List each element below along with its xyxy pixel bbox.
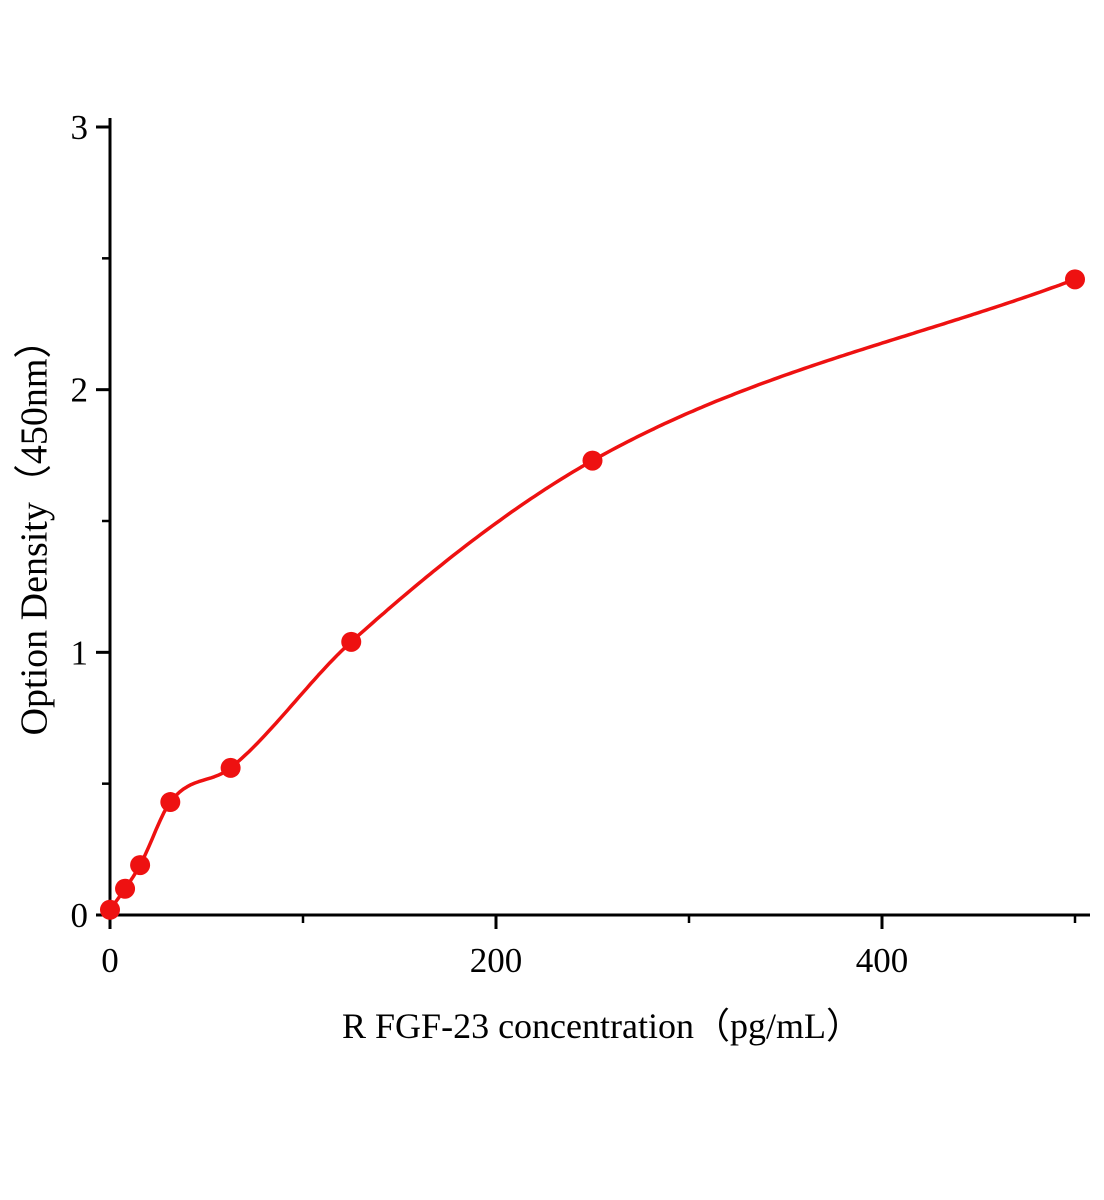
x-tick-label: 200	[470, 941, 523, 980]
y-tick-label: 3	[71, 108, 89, 147]
x-tick-label: 400	[856, 941, 909, 980]
y-tick-label: 2	[71, 371, 89, 410]
y-axis-title: Option Density（450nm）	[13, 320, 56, 736]
data-point	[130, 855, 151, 876]
y-tick-label: 1	[71, 633, 89, 672]
data-point	[220, 757, 241, 778]
fit-curve	[108, 277, 1077, 912]
y-tick-label: 0	[71, 896, 89, 935]
data-point	[341, 631, 362, 652]
data-point	[100, 899, 120, 920]
x-axis-title: R FGF-23 concentration（pg/mL）	[342, 1006, 862, 1046]
data-point	[160, 792, 181, 813]
data-point	[1065, 269, 1085, 290]
data-point	[582, 450, 603, 471]
x-tick-label: 0	[101, 941, 119, 980]
data-point	[115, 878, 136, 899]
